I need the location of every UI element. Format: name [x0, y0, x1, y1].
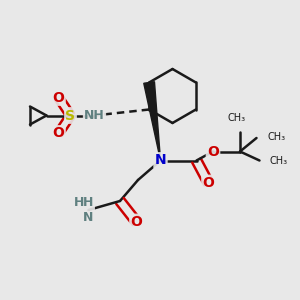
Text: CH₃: CH₃ [228, 113, 246, 123]
Text: N: N [155, 154, 166, 167]
Polygon shape [144, 82, 160, 160]
Text: CH₃: CH₃ [270, 155, 288, 166]
Text: O: O [130, 215, 142, 229]
Text: H: H [74, 196, 85, 209]
Text: S: S [65, 109, 76, 122]
Text: O: O [52, 127, 64, 140]
Text: CH₃: CH₃ [267, 131, 285, 142]
Text: H
N: H N [83, 196, 94, 224]
Text: O: O [207, 145, 219, 158]
Text: O: O [202, 176, 214, 190]
Text: O: O [52, 91, 64, 104]
Text: NH: NH [84, 109, 105, 122]
